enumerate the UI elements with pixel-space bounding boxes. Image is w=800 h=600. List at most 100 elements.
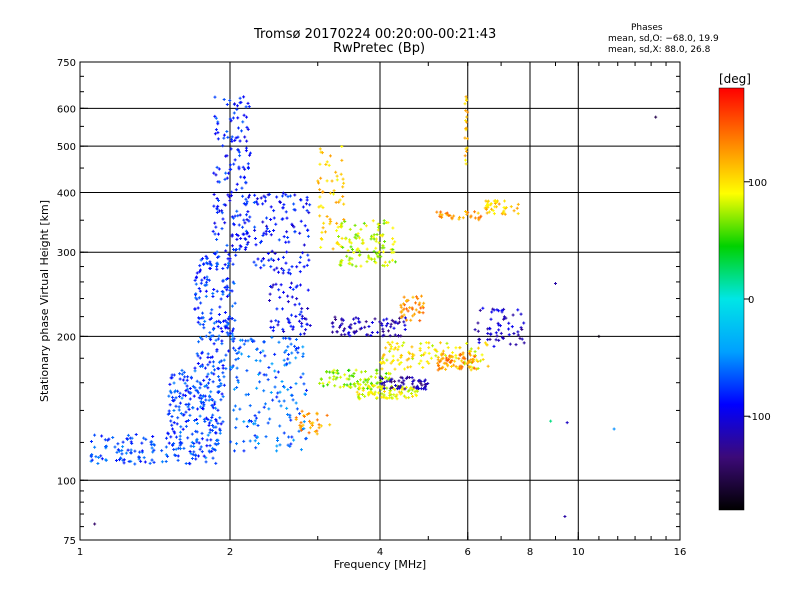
data-point	[282, 235, 286, 239]
data-point	[397, 390, 401, 394]
data-point	[227, 349, 231, 353]
data-point	[294, 314, 298, 318]
data-point	[402, 313, 406, 317]
data-point	[348, 334, 352, 338]
data-point	[285, 406, 289, 410]
data-point	[172, 408, 176, 412]
data-point	[202, 326, 206, 330]
data-point	[205, 375, 209, 379]
data-point	[374, 239, 378, 243]
data-point	[204, 254, 208, 258]
data-point	[272, 325, 276, 329]
data-point	[198, 264, 202, 268]
data-point	[445, 341, 449, 345]
data-point	[337, 200, 341, 204]
data-point	[122, 458, 126, 462]
data-point	[258, 380, 262, 384]
data-point	[235, 375, 239, 379]
data-point	[105, 444, 109, 448]
data-point	[291, 327, 295, 331]
data-point	[522, 321, 526, 325]
data-point	[391, 226, 395, 230]
data-point	[502, 211, 506, 215]
data-point	[275, 307, 279, 311]
colorbar-tick-label: -100	[748, 412, 771, 423]
data-point	[183, 375, 187, 379]
data-point	[302, 415, 306, 419]
data-point	[374, 252, 378, 256]
data-point	[361, 393, 365, 397]
data-point	[359, 370, 363, 374]
data-point	[502, 307, 506, 311]
data-point	[431, 344, 435, 348]
data-point	[247, 195, 251, 199]
data-point	[270, 285, 274, 289]
data-point	[436, 355, 440, 359]
data-point	[209, 338, 213, 342]
data-point	[436, 361, 440, 365]
data-point	[202, 378, 206, 382]
data-point	[464, 147, 468, 151]
data-point	[464, 126, 468, 130]
data-point	[196, 407, 200, 411]
data-point	[303, 224, 307, 228]
data-point	[392, 250, 396, 254]
data-point	[392, 326, 396, 330]
data-point	[299, 198, 303, 202]
data-point	[269, 217, 273, 221]
data-point	[287, 352, 291, 356]
data-point	[198, 322, 202, 326]
data-point	[194, 454, 198, 458]
data-point	[393, 333, 397, 337]
data-point	[375, 395, 379, 399]
data-point	[463, 136, 467, 140]
data-point	[224, 171, 228, 175]
data-point	[166, 454, 170, 458]
data-point	[254, 200, 258, 204]
data-point	[465, 115, 469, 119]
data-point	[143, 460, 147, 464]
data-point	[284, 240, 288, 244]
grid-lines	[80, 62, 680, 540]
data-point	[275, 436, 279, 440]
chart-subtitle: RwPretec (Bp)	[333, 41, 426, 56]
data-point	[278, 295, 282, 299]
data-point	[248, 439, 252, 443]
data-point	[399, 355, 403, 359]
data-point	[380, 322, 384, 326]
data-point	[168, 389, 172, 393]
data-point	[419, 294, 423, 298]
data-point	[393, 346, 397, 350]
data-point	[193, 307, 197, 311]
data-point	[497, 328, 501, 332]
data-point	[278, 424, 282, 428]
data-point	[302, 243, 306, 247]
data-point	[229, 440, 233, 444]
data-point	[291, 287, 295, 291]
data-point	[388, 391, 392, 395]
data-point	[396, 333, 400, 337]
data-point	[237, 247, 241, 251]
data-point	[285, 250, 289, 254]
data-point	[184, 394, 188, 398]
data-point	[477, 341, 481, 345]
data-point	[263, 354, 267, 358]
data-point	[261, 349, 265, 353]
data-point	[305, 198, 309, 202]
data-point	[347, 377, 351, 381]
data-point	[198, 414, 202, 418]
data-point	[399, 392, 403, 396]
data-point	[302, 382, 306, 386]
data-point	[242, 449, 246, 453]
data-point	[219, 326, 223, 330]
data-point	[276, 270, 280, 274]
data-point	[203, 276, 207, 280]
data-point	[341, 185, 345, 189]
data-point	[210, 371, 214, 375]
data-point	[342, 181, 346, 185]
data-point	[219, 297, 223, 301]
data-point	[142, 456, 146, 460]
data-point	[193, 419, 197, 423]
data-point	[188, 413, 192, 417]
data-point	[195, 430, 199, 434]
